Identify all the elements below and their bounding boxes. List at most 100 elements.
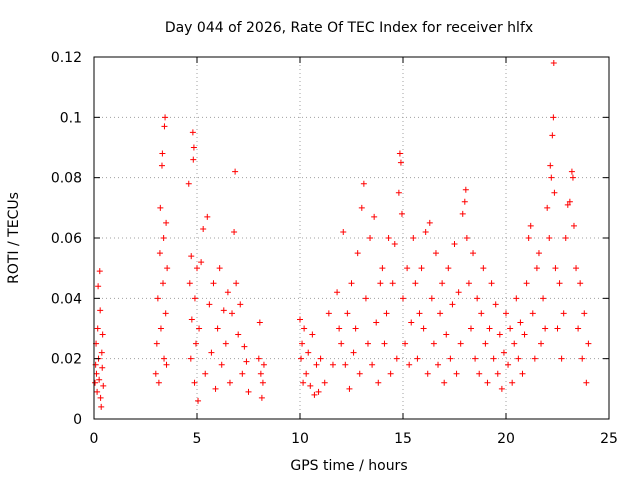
data-point	[430, 340, 437, 347]
data-point	[98, 349, 105, 356]
data-point	[424, 370, 431, 377]
data-point	[585, 340, 592, 347]
data-point	[189, 129, 196, 136]
y-tick-label: 0.06	[51, 231, 82, 247]
data-point	[321, 379, 328, 386]
data-point	[190, 156, 197, 163]
data-point	[467, 325, 474, 332]
data-point	[163, 219, 170, 226]
data-point	[527, 222, 534, 229]
data-point	[402, 340, 409, 347]
data-point	[159, 150, 166, 157]
data-point	[334, 289, 341, 296]
data-point	[232, 168, 239, 175]
data-point	[550, 60, 557, 67]
data-point	[187, 355, 194, 362]
data-point	[507, 325, 514, 332]
data-point	[210, 280, 217, 287]
y-tick-label: 0.08	[51, 171, 82, 187]
data-point	[222, 340, 229, 347]
data-point	[362, 295, 369, 302]
x-tick-label: 10	[291, 431, 309, 447]
x-tick-labels: 0 5 10 15 20 25	[90, 431, 618, 447]
data-point	[153, 340, 160, 347]
data-point	[188, 316, 195, 323]
data-point	[404, 265, 411, 272]
data-point	[154, 295, 161, 302]
data-point	[509, 379, 516, 386]
data-point	[298, 355, 305, 362]
data-point	[558, 355, 565, 362]
data-point	[212, 385, 219, 392]
data-point	[239, 370, 246, 377]
data-point	[360, 180, 367, 187]
chart-title: Day 044 of 2026, Rate Of TEC Index for r…	[165, 20, 533, 36]
data-point	[535, 250, 542, 257]
data-point	[500, 349, 507, 356]
data-point	[414, 355, 421, 362]
data-point	[367, 235, 374, 241]
data-point	[428, 295, 435, 302]
data-point	[416, 310, 423, 317]
data-point	[305, 349, 312, 356]
data-point	[226, 379, 233, 386]
data-point	[97, 307, 104, 314]
y-tick-label: 0.02	[51, 352, 82, 368]
y-tick-label: 0	[73, 412, 82, 428]
data-point	[383, 310, 390, 317]
data-point	[461, 198, 468, 205]
data-point	[451, 241, 458, 248]
data-point	[387, 370, 394, 377]
data-point	[498, 385, 505, 392]
data-points	[92, 60, 592, 410]
data-point	[492, 301, 499, 308]
data-point	[568, 168, 575, 175]
data-point	[325, 310, 332, 317]
data-point	[505, 361, 512, 368]
data-point	[258, 394, 265, 401]
data-point	[549, 132, 556, 139]
data-point	[185, 180, 192, 187]
data-point	[579, 355, 586, 362]
data-point	[459, 210, 466, 217]
data-point	[344, 310, 351, 317]
data-point	[560, 310, 567, 317]
data-point	[379, 265, 386, 272]
data-point	[577, 280, 584, 287]
data-point	[346, 385, 353, 392]
y-tick-labels: 0 0.02 0.04 0.06 0.08 0.1 0.12	[51, 50, 82, 428]
data-point	[474, 295, 481, 302]
x-axis-label: GPS time / hours	[290, 458, 407, 474]
data-point	[309, 331, 316, 338]
data-point	[224, 289, 231, 296]
data-point	[354, 250, 361, 257]
data-point	[490, 355, 497, 362]
data-point	[375, 379, 382, 386]
data-point	[396, 150, 403, 157]
gridlines	[94, 57, 609, 419]
data-point	[100, 382, 107, 389]
data-point	[377, 280, 384, 287]
data-point	[533, 265, 540, 272]
data-point	[420, 325, 427, 332]
data-point	[496, 331, 503, 338]
y-tick-label: 0.12	[51, 50, 82, 66]
data-point	[503, 310, 509, 317]
data-point	[342, 361, 349, 368]
data-point	[525, 235, 532, 241]
data-point	[94, 325, 101, 332]
data-point	[195, 397, 202, 404]
data-point	[422, 228, 429, 235]
data-point	[256, 319, 263, 326]
x-tick-label: 15	[394, 431, 412, 447]
data-point	[191, 379, 198, 386]
data-point	[317, 355, 324, 362]
data-point	[160, 280, 167, 287]
data-point	[155, 379, 162, 386]
data-point	[241, 343, 248, 350]
data-point	[364, 340, 371, 347]
data-point	[157, 204, 164, 211]
data-point	[259, 379, 266, 386]
data-point	[96, 268, 103, 275]
